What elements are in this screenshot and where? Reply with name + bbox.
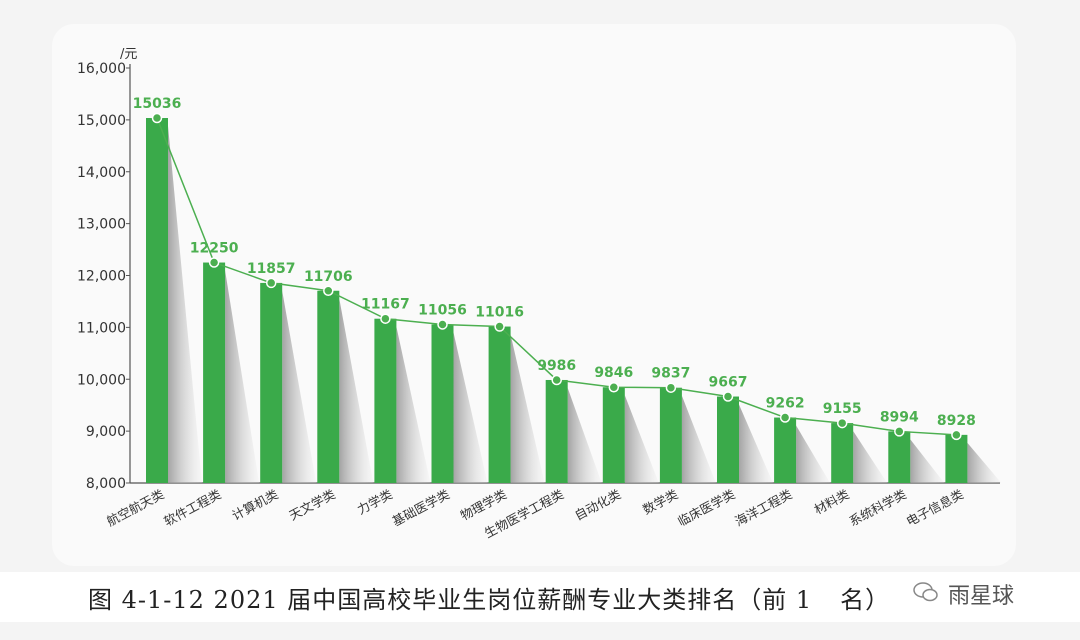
bar-shadow [681,395,716,483]
x-tick-label: 天文学类 [287,486,339,523]
bar-shadow [339,298,374,483]
data-point [380,313,391,324]
y-tick-label: 12,000 [77,269,126,285]
x-tick-label: 力学类 [355,486,396,517]
data-point [208,257,220,268]
data-point [951,429,962,441]
y-tick-label: 14,000 [77,165,126,181]
bar-shadow [453,332,488,483]
y-tick-label: 15,000 [77,113,126,129]
x-tick-label: 数学类 [640,486,681,517]
bar [717,396,739,483]
bar-shadow [567,387,602,483]
caption-end: 名） [840,586,891,614]
data-point [151,112,163,124]
y-tick-label: 8,000 [86,476,126,492]
bar [888,431,911,483]
bar-shadow [510,334,545,483]
x-tick-label: 航空航天类 [104,486,167,529]
data-label: 11167 [361,297,410,313]
figure-caption: 图 4-1-12 2021 届中国高校毕业生岗位薪酬专业大类排名（前 1 名） [88,580,890,615]
x-tick-label: 系统科学类 [846,486,909,529]
watermark: 雨星球 [948,584,1015,609]
bar-shadow [910,439,945,483]
data-label: 11857 [247,261,296,277]
x-tick-label: 软件工程类 [161,486,224,529]
data-point [494,321,505,332]
y-tick-label: 11,000 [77,320,126,336]
bar-shadow [225,270,260,483]
bar-shadow [967,442,1002,483]
data-label: 9837 [651,366,690,382]
bar-shadow [853,431,888,483]
bar-shadow [168,126,202,483]
bar [374,318,397,483]
data-label: 9986 [537,358,576,374]
y-tick-label: 9,000 [86,424,126,440]
y-axis-unit: /元 [120,47,137,62]
data-point [894,426,905,437]
data-label: 8994 [880,409,919,425]
bar [545,379,568,483]
bar [774,417,797,483]
data-point [779,412,791,423]
bar [146,118,168,483]
bar [945,434,968,483]
data-label: 15036 [133,96,182,112]
caption-strip [0,572,1080,622]
data-label: 11016 [475,305,524,321]
bar [260,282,283,483]
data-label: 12250 [190,241,239,257]
x-tick-label: 临床医学类 [675,486,738,529]
x-tick-label: 计算机类 [229,486,281,523]
data-point [437,319,448,330]
data-point [265,277,277,289]
y-tick-label: 13,000 [77,217,126,233]
bar-shadow [396,326,431,483]
bar-shadow [739,404,773,483]
y-tick-label: 10,000 [77,372,126,388]
bar [831,423,854,483]
bar [431,324,454,483]
x-tick-label: 海洋工程类 [732,486,795,529]
bar-shadow [624,395,659,483]
x-tick-label: 基础医学类 [390,486,453,529]
bar-shadow [796,425,831,483]
data-label: 8928 [937,413,976,429]
y-tick-label: 16,000 [77,61,126,77]
data-point [722,391,734,402]
x-tick-label: 自动化类 [572,486,624,523]
bar-shadow [282,290,317,483]
x-tick-label: 电子信息类 [904,486,967,529]
wechat-icon [913,582,938,602]
caption-text: 图 4-1-12 2021 届中国高校毕业生岗位薪酬专业大类排名（前 1 [88,586,813,614]
data-point [836,417,848,429]
data-label: 9155 [823,401,862,417]
bar [488,326,511,483]
data-point [665,382,677,393]
data-label: 9846 [594,365,633,381]
data-label: 9262 [766,396,805,412]
data-point [608,381,620,393]
data-label: 11706 [304,269,353,285]
data-point [551,374,562,386]
data-label: 11056 [418,302,467,318]
bar [602,387,625,483]
x-tick-label: 材料类 [811,486,852,517]
data-label: 9667 [709,375,748,391]
data-point [323,285,334,297]
bar [659,387,682,483]
bar [203,262,226,483]
bar [317,290,340,483]
